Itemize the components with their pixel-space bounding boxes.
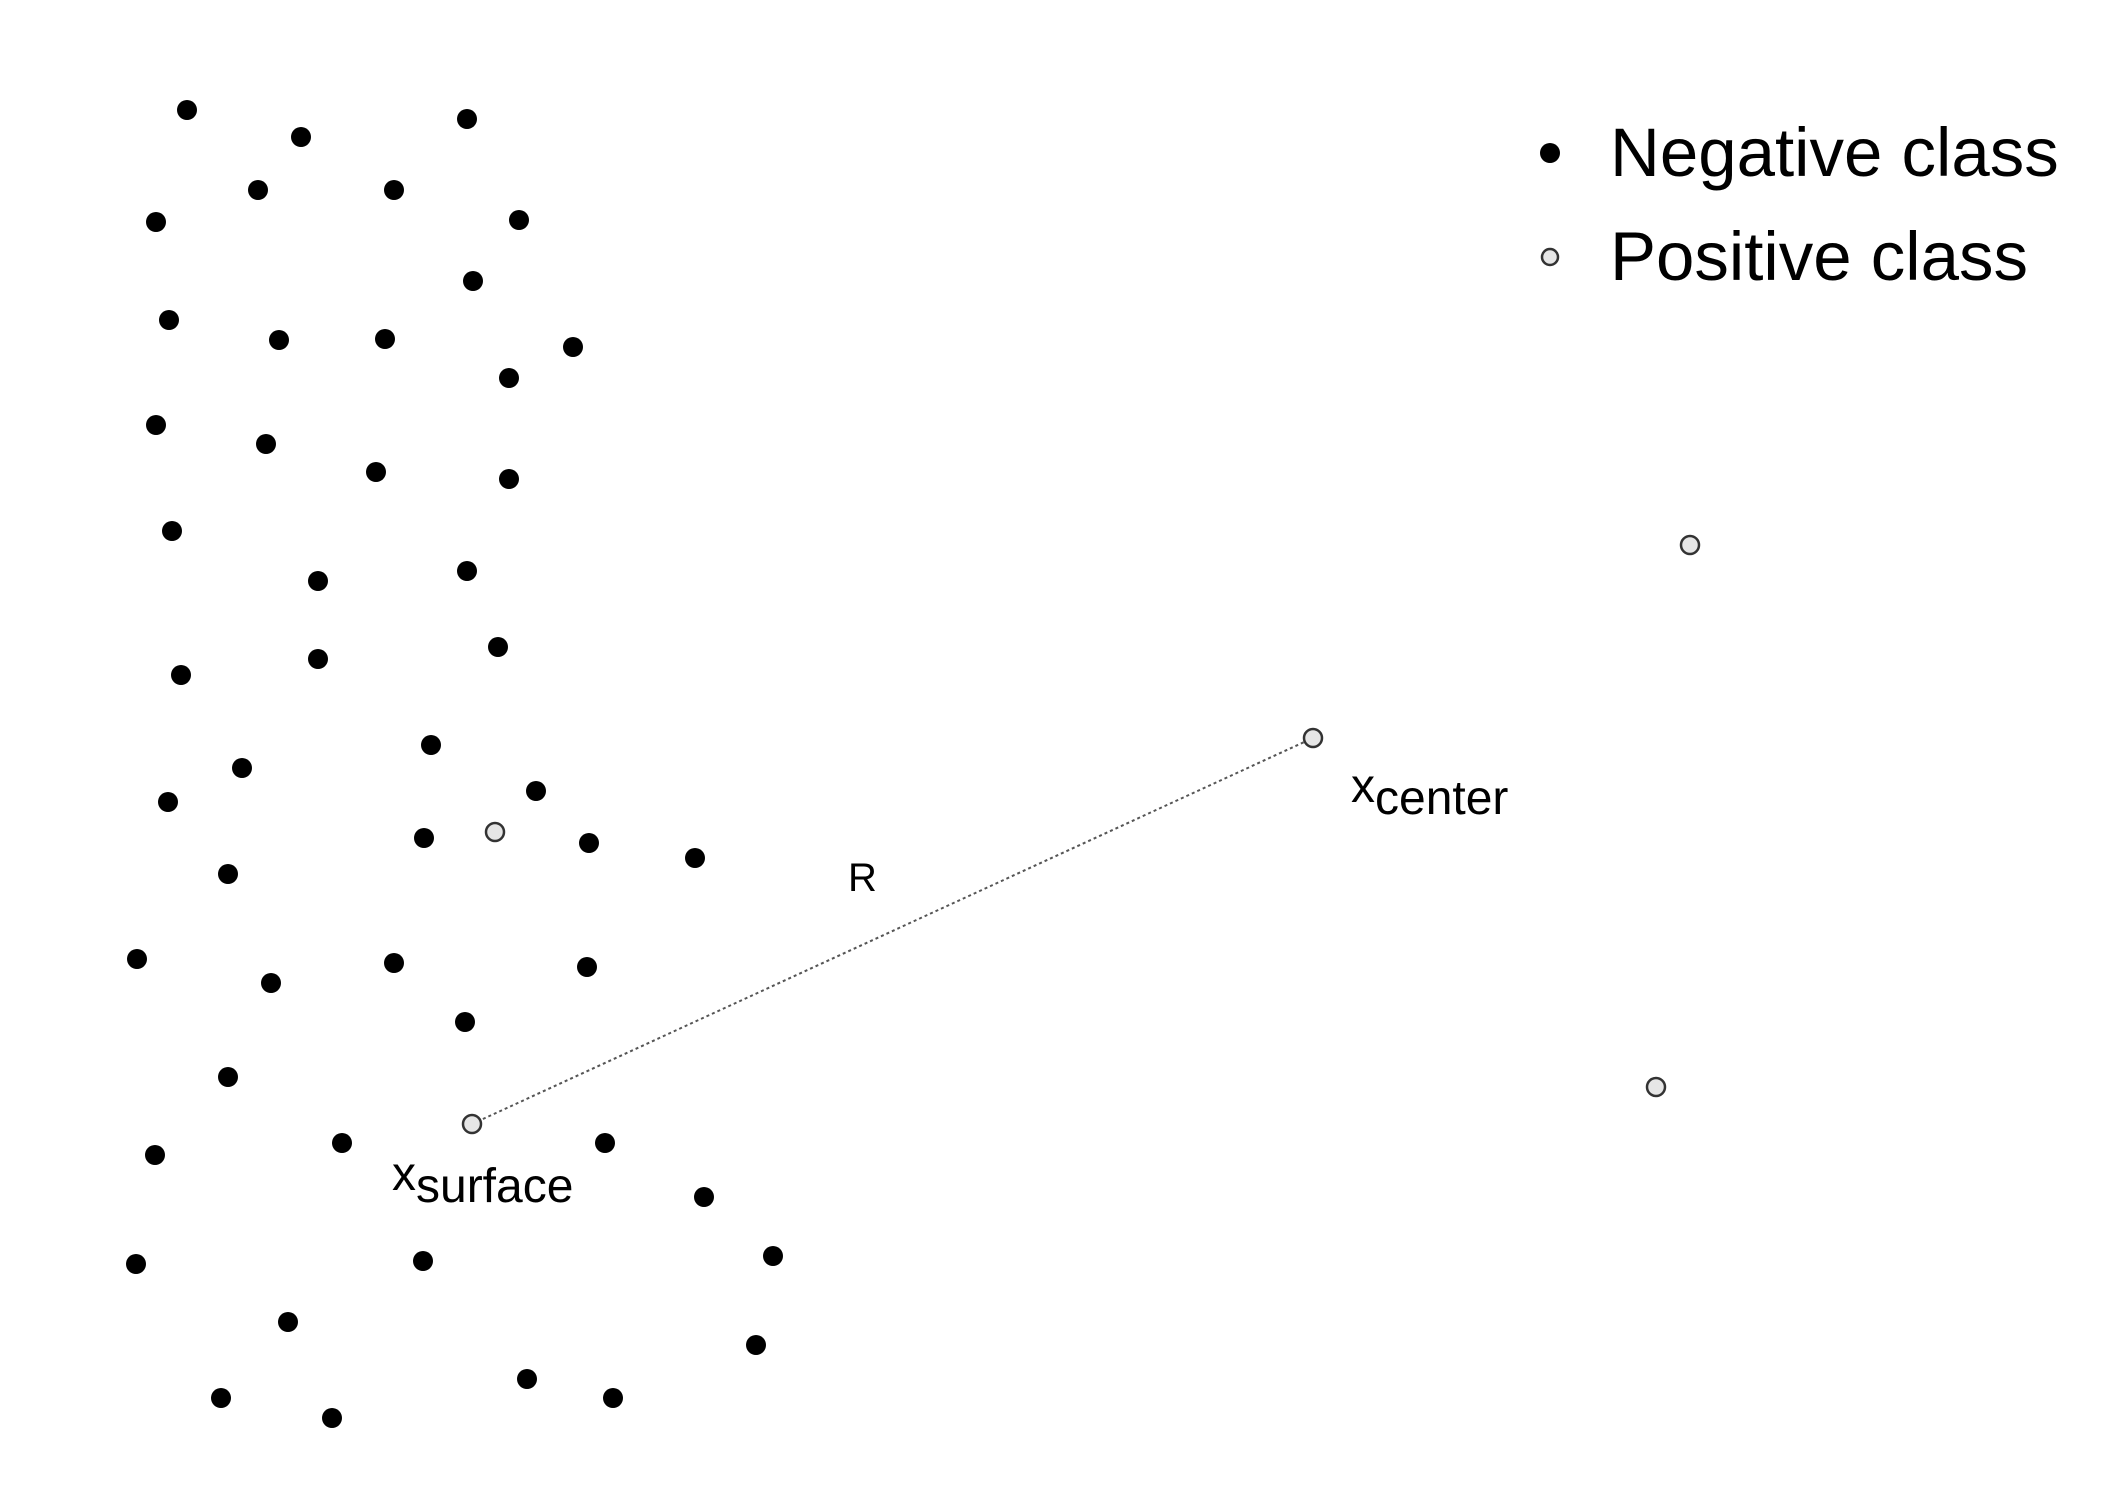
surface-label-main: x [392, 1148, 416, 1201]
center-label-main: x [1351, 760, 1375, 813]
positive-point [1645, 1076, 1667, 1098]
positive-point [484, 821, 506, 843]
negative-point [577, 957, 597, 977]
negative-point [685, 848, 705, 868]
negative-point [563, 337, 583, 357]
negative-point [746, 1335, 766, 1355]
negative-point [384, 180, 404, 200]
negative-point [455, 1012, 475, 1032]
negative-point [159, 310, 179, 330]
negative-point [322, 1408, 342, 1428]
negative-point [332, 1133, 352, 1153]
legend-negative-marker [1540, 143, 1560, 163]
radius-label: R [848, 856, 877, 900]
negative-point [488, 637, 508, 657]
negative-point [499, 469, 519, 489]
negative-point [177, 100, 197, 120]
negative-point [457, 109, 477, 129]
center-label-sub: center [1375, 772, 1508, 825]
positive-point [1679, 534, 1701, 556]
negative-point [457, 561, 477, 581]
negative-point [384, 953, 404, 973]
negative-points-group [126, 100, 783, 1428]
positive-point [461, 1113, 483, 1135]
negative-point [171, 665, 191, 685]
negative-point [146, 415, 166, 435]
negative-point [232, 758, 252, 778]
negative-point [291, 127, 311, 147]
negative-point [517, 1369, 537, 1389]
positive-points-group [461, 534, 1701, 1135]
negative-point [269, 330, 289, 350]
negative-point [158, 792, 178, 812]
negative-point [248, 180, 268, 200]
legend-negative-label: Negative class [1610, 114, 2059, 191]
center-label: xcenter [1351, 760, 1508, 825]
surface-label-sub: surface [416, 1160, 573, 1213]
negative-point [146, 212, 166, 232]
negative-point [579, 833, 599, 853]
negative-point [509, 210, 529, 230]
negative-point [162, 521, 182, 541]
negative-point [211, 1388, 231, 1408]
negative-point [145, 1145, 165, 1165]
negative-point [308, 649, 328, 669]
negative-point [375, 329, 395, 349]
negative-point [127, 949, 147, 969]
negative-point [308, 571, 328, 591]
negative-point [366, 462, 386, 482]
negative-point [218, 1067, 238, 1087]
negative-point [421, 735, 441, 755]
legend: Negative class Positive class [1540, 114, 2059, 295]
negative-point [499, 368, 519, 388]
negative-point [261, 973, 281, 993]
positive-point [1302, 727, 1324, 749]
negative-point [526, 781, 546, 801]
negative-point [763, 1246, 783, 1266]
negative-point [694, 1187, 714, 1207]
negative-point [278, 1312, 298, 1332]
negative-point [218, 864, 238, 884]
negative-point [126, 1254, 146, 1274]
negative-point [603, 1388, 623, 1408]
negative-point [463, 271, 483, 291]
radius-line [471, 737, 1314, 1125]
negative-point [595, 1133, 615, 1153]
negative-point [414, 828, 434, 848]
negative-point [256, 434, 276, 454]
surface-label: xsurface [392, 1148, 573, 1213]
legend-positive-marker [1540, 247, 1560, 267]
negative-point [413, 1251, 433, 1271]
legend-positive-label: Positive class [1610, 218, 2028, 295]
